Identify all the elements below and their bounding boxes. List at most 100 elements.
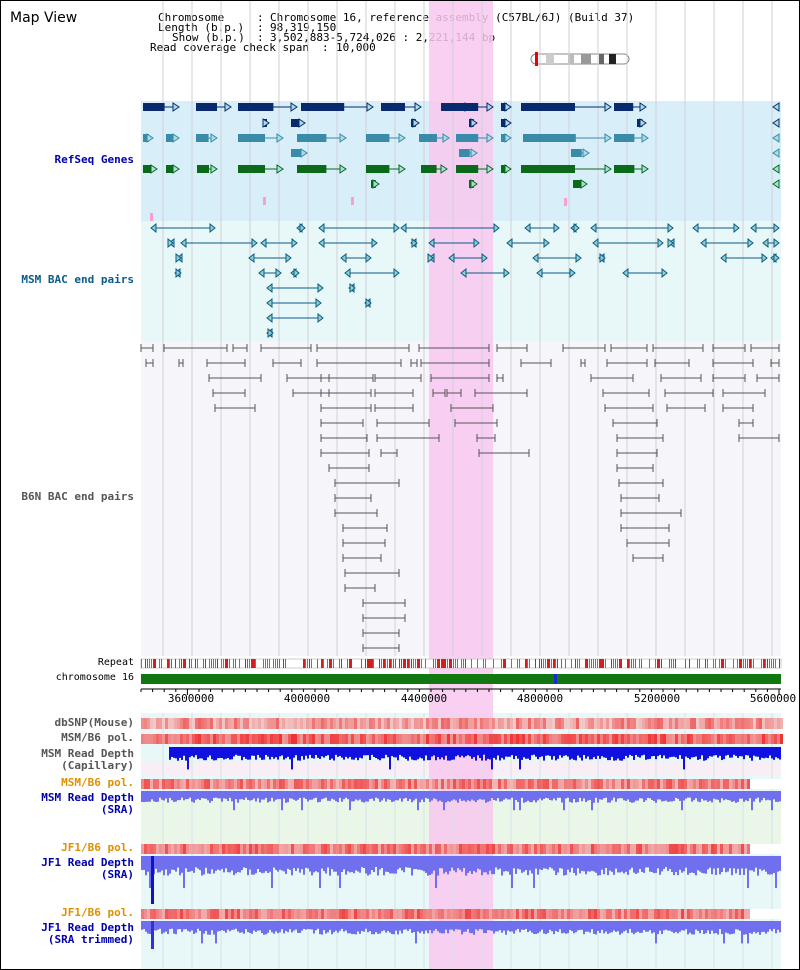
msm-sra-depth-bar [577, 791, 579, 802]
jf1-sra-depth-bar [629, 856, 631, 870]
msm-capillary-depth-bar [469, 747, 471, 757]
track-label-dbsnp[interactable]: dbSNP(Mouse) [54, 716, 134, 729]
track-label-jf1-read-depth-sra[interactable]: JF1 Read Depth [41, 856, 134, 869]
msm-sra-depth-bar [333, 791, 335, 800]
msm-b6-pol-cell [321, 734, 324, 744]
jf1-b6-pol-cell [588, 844, 591, 854]
refseq-gene-exon [143, 103, 165, 111]
jf1-b6-pol-cell [576, 844, 579, 854]
msm-capillary-depth-bar [661, 747, 663, 759]
jf1-trim-depth-bar [227, 921, 229, 930]
jf1-trim-depth-bar [515, 921, 517, 931]
track-label-msm-bac[interactable]: MSM BAC end pairs [21, 273, 134, 286]
jf1-sra-depth-bar [173, 856, 175, 870]
jf1-sra-depth-bar [601, 856, 603, 870]
track-label-jf1-read-depth-trim[interactable]: JF1 Read Depth [41, 921, 134, 934]
msm-sra-depth-bar [679, 791, 681, 801]
refseq-gene-arrow [224, 102, 232, 112]
msm-sra-depth-bar [533, 791, 535, 801]
jf1-b6-pol-cell [507, 844, 510, 854]
msm-sra-depth-bar [471, 791, 473, 800]
track-label-repeat[interactable]: Repeat [97, 657, 134, 668]
msm-capillary-depth-bar [609, 747, 611, 761]
msm-capillary-depth-bar [679, 747, 681, 756]
repeat-element [535, 659, 536, 668]
msm-b6-pol-cell [702, 779, 705, 789]
jf1-b6-pol-cell [495, 844, 498, 854]
jf1-trim-depth-bar [479, 921, 481, 929]
jf1-b6-pol-cell [438, 844, 441, 854]
jf1-b6-pol-cell [156, 909, 159, 919]
jf1-b6-pol-cell [582, 909, 585, 919]
jf1-b6-pol-cell [672, 909, 675, 919]
jf1-trim-depth-bar [281, 921, 283, 930]
jf1-b6-pol-cell [507, 909, 510, 919]
msm-b6-pol-cell [486, 734, 489, 744]
track-label-msm-b6-pol-2[interactable]: MSM/B6 pol. [61, 776, 134, 789]
track-label-jf1-b6-pol-1[interactable]: JF1/B6 pol. [61, 841, 134, 854]
jf1-b6-pol-cell [396, 844, 399, 854]
repeat-element [593, 659, 594, 668]
jf1-trim-depth-bar [243, 921, 245, 934]
dbsnp-cell [675, 718, 678, 729]
jf1-trim-depth-bar [715, 921, 717, 934]
msm-b6-pol-cell [516, 779, 519, 789]
track-label-msm-read-depth-capillary[interactable]: MSM Read Depth [41, 747, 134, 760]
jf1-sra-depth-bar [569, 856, 571, 873]
repeat-element [239, 659, 240, 668]
chromosome-ideogram[interactable] [530, 52, 630, 66]
jf1-b6-pol-cell [624, 909, 627, 919]
jf1-b6-pol-cell [417, 844, 420, 854]
msm-capillary-depth-bar [257, 747, 259, 755]
msm-bac-end [592, 237, 599, 249]
jf1-trim-depth-bar [687, 921, 689, 935]
jf1-sra-depth-bar [587, 856, 589, 872]
dbsnp-cell [417, 718, 420, 729]
track-label-msm-read-depth-sra[interactable]: MSM Read Depth [41, 791, 134, 804]
dbsnp-cell [270, 718, 273, 729]
msm-b6-pol-cell [561, 779, 564, 789]
msm-capillary-depth-bar [757, 747, 759, 757]
msm-capillary-depth-bar [277, 747, 279, 760]
msm-sra-depth-bar [425, 791, 427, 798]
jf1-b6-pol-cell [297, 844, 300, 854]
msm-b6-pol-cell [252, 779, 255, 789]
msm-capillary-depth-bar [317, 747, 319, 758]
msm-capillary-depth-bar [449, 747, 451, 761]
msm-b6-pol-cell [285, 779, 288, 789]
msm-sra-depth-bar [239, 791, 241, 800]
jf1-sra-depth-bar [453, 856, 455, 871]
msm-capillary-depth-bar [463, 747, 465, 758]
jf1-sra-depth-bar [333, 856, 335, 872]
jf1-b6-pol-cell [780, 909, 783, 919]
msm-sra-depth-bar [327, 791, 329, 801]
jf1-trim-depth-bar [747, 921, 749, 944]
jf1-sra-depth-bar [301, 856, 303, 870]
track-label-refseq[interactable]: RefSeq Genes [54, 153, 134, 166]
jf1-b6-pol-cell [642, 844, 645, 854]
msm-capillary-depth-bar [739, 747, 741, 757]
jf1-trim-depth-bar [547, 921, 549, 934]
jf1-b6-pol-cell [480, 909, 483, 919]
msm-sra-depth-bar [777, 791, 779, 802]
jf1-trim-depth-bar [543, 921, 545, 934]
track-label-jf1-b6-pol-2[interactable]: JF1/B6 pol. [61, 906, 134, 919]
jf1-b6-pol-cell [351, 844, 354, 854]
jf1-b6-pol-cell [690, 844, 693, 854]
jf1-trim-depth-bar [441, 921, 443, 934]
msm-b6-pol-cell [387, 734, 390, 744]
msm-capillary-depth-bar [179, 747, 181, 758]
track-label-chromosome[interactable]: chromosome 16 [55, 672, 134, 683]
jf1-sra-depth-bar [221, 856, 223, 870]
msm-b6-pol-cell [603, 734, 606, 744]
jf1-trim-depth-bar [457, 921, 459, 930]
msm-capillary-depth-bar [711, 747, 713, 757]
msm-b6-pol-cell [663, 734, 666, 744]
dbsnp-cell [366, 718, 369, 729]
track-label-msm-b6-pol-1[interactable]: MSM/B6 pol. [61, 731, 134, 744]
msm-sra-depth-bar [185, 791, 187, 800]
jf1-sra-depth-bar [447, 856, 449, 875]
jf1-b6-pol-cell [771, 909, 774, 919]
track-label-b6n-bac[interactable]: B6N BAC end pairs [21, 490, 134, 503]
